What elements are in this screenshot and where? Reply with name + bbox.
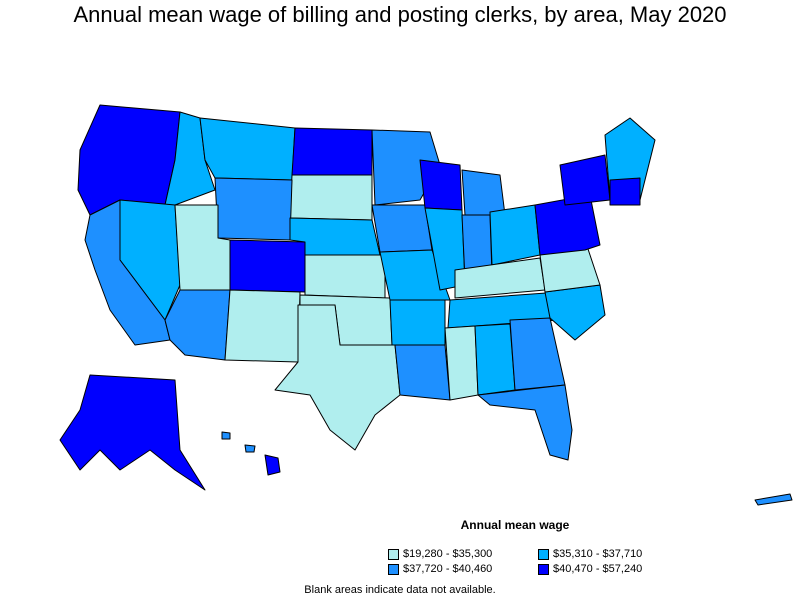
region-alaska — [59, 374, 206, 491]
region-carolinas — [544, 284, 606, 341]
region-arkansas — [389, 299, 446, 346]
legend: Annual mean wage $19,280 - $35,300 $35,3… — [370, 518, 680, 575]
region-hawaii-big — [264, 454, 281, 476]
legend-label: $37,720 - $40,460 — [403, 563, 493, 575]
region-mississippi — [444, 325, 479, 401]
region-new-york — [559, 154, 611, 206]
region-massachusetts — [609, 177, 641, 206]
region-montana — [199, 117, 296, 181]
legend-swatch — [388, 548, 399, 560]
legend-swatch — [538, 548, 549, 560]
region-alabama — [474, 323, 516, 396]
region-puerto-rico — [754, 493, 793, 506]
legend-item: $37,720 - $40,460 — [388, 563, 538, 575]
legend-title: Annual mean wage — [460, 518, 570, 532]
region-new-mexico — [224, 289, 301, 363]
data-note: Blank areas indicate data not available. — [304, 584, 496, 596]
region-wisconsin — [419, 159, 463, 211]
region-north-dakota — [291, 127, 373, 176]
region-kansas — [304, 254, 386, 299]
legend-item: $40,470 - $57,240 — [538, 563, 688, 575]
region-california — [84, 199, 171, 346]
region-ohio — [489, 204, 541, 266]
legend-swatch — [388, 563, 399, 575]
region-georgia — [509, 317, 566, 391]
legend-label: $19,280 - $35,300 — [403, 548, 493, 560]
region-louisiana — [394, 344, 451, 401]
region-wyoming — [214, 177, 293, 241]
map-title: Annual mean wage of billing and posting … — [73, 2, 727, 27]
region-michigan — [461, 169, 506, 216]
region-florida — [477, 384, 573, 461]
region-iowa — [371, 204, 433, 253]
region-south-dakota — [289, 174, 373, 221]
legend-swatch — [538, 563, 549, 575]
region-arizona — [164, 289, 231, 361]
region-pacific-northwest — [77, 104, 181, 216]
region-colorado — [229, 239, 306, 293]
legend-item: $35,310 - $37,710 — [538, 548, 688, 560]
legend-label: $35,310 - $37,710 — [553, 548, 643, 560]
region-hawaii-oahu — [221, 431, 231, 440]
legend-label: $40,470 - $57,240 — [553, 563, 643, 575]
legend-item: $19,280 - $35,300 — [388, 548, 538, 560]
region-hawaii-maui — [244, 444, 256, 453]
region-texas — [274, 304, 401, 451]
